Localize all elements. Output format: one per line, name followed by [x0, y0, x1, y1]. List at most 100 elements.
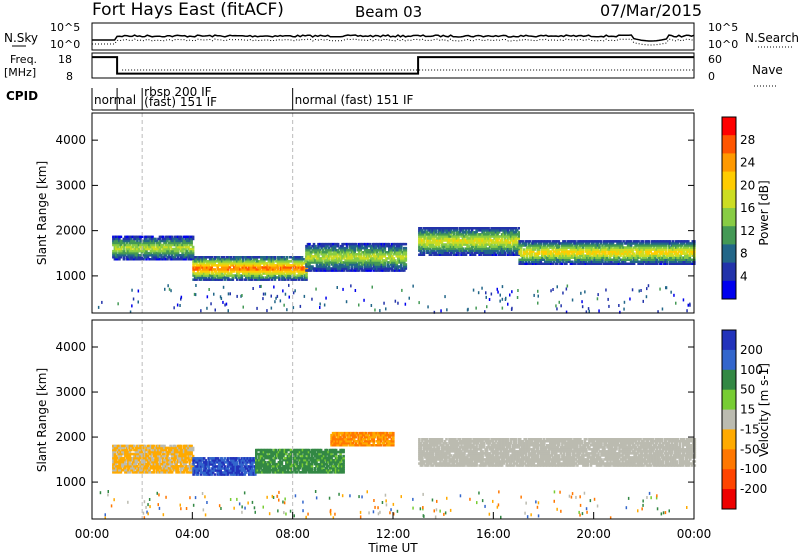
power-cell: [158, 254, 162, 257]
power-cell: [688, 256, 692, 259]
velocity-cell: [154, 450, 157, 454]
power-cell: [142, 241, 145, 245]
power-cell: [169, 243, 172, 247]
power-cell: [437, 237, 441, 240]
power-cell: [208, 262, 212, 265]
power-cell: [208, 268, 212, 271]
power-cell: [473, 251, 477, 254]
power-cell: [181, 237, 184, 241]
power-cell: [217, 258, 221, 261]
power-cell: [333, 269, 337, 272]
power-cell: [332, 244, 335, 248]
power-cell: [210, 258, 213, 261]
power-cell: [252, 262, 256, 265]
power-cell: [375, 261, 379, 264]
power-cell: [574, 246, 577, 249]
power-cell: [485, 253, 489, 256]
power-cell: [626, 244, 630, 247]
power-cell: [133, 235, 136, 239]
power-cell: [673, 242, 676, 245]
power-cell: [674, 240, 678, 243]
power-cell: [383, 244, 387, 248]
power-cell: [134, 258, 138, 261]
power-cell: [149, 241, 153, 245]
power-cell: [536, 250, 540, 253]
velocity-cell: [188, 465, 192, 468]
power-cell: [234, 266, 238, 269]
power-cell: [584, 242, 588, 245]
power-cell: [403, 253, 406, 256]
power-cell: [442, 253, 445, 256]
power-cell: [210, 274, 213, 277]
power-cell: [169, 237, 172, 241]
power-cell: [437, 235, 441, 238]
power-cell: [691, 248, 695, 251]
power-cell: [593, 244, 597, 247]
power-cell: [616, 240, 619, 243]
power-cell: [282, 268, 286, 271]
power-cell: [158, 249, 162, 253]
power-cell: [342, 249, 346, 252]
power-cell: [418, 229, 421, 232]
velocity-cell: [125, 454, 129, 458]
power-cell: [448, 231, 451, 234]
power-cell: [179, 256, 183, 259]
power-cell: [369, 261, 373, 264]
power-cell: [196, 260, 200, 263]
power-cell: [619, 240, 622, 243]
power-cell: [659, 256, 663, 259]
velocity-cell: [182, 462, 186, 466]
power-cell: [511, 233, 514, 236]
power-cell: [344, 253, 347, 256]
power-cell: [220, 258, 224, 261]
power-cell: [179, 254, 183, 257]
velocity-cell: [143, 460, 147, 464]
velocity-cell: [184, 450, 187, 454]
power-cell: [375, 244, 379, 248]
power-cell: [464, 235, 468, 238]
power-cell: [217, 274, 221, 277]
power-cell: [556, 252, 559, 255]
velocity-cell: [158, 450, 162, 454]
power-cell: [196, 276, 200, 279]
power-cell: [293, 264, 296, 267]
power-cell: [512, 243, 516, 246]
velocity-cell: [175, 465, 178, 468]
power-cell: [118, 239, 121, 243]
power-cell: [293, 260, 296, 263]
power-cell: [437, 253, 441, 256]
power-cell: [505, 239, 508, 242]
velocity-cell: [163, 465, 166, 468]
power-cell: [601, 256, 604, 259]
power-cell: [362, 255, 365, 258]
power-cell: [195, 274, 198, 277]
velocity-cell: [127, 446, 130, 450]
power-cell: [629, 256, 633, 259]
power-cell: [297, 270, 301, 273]
power-cell: [592, 260, 595, 263]
power-cell: [482, 239, 486, 242]
power-cell: [538, 240, 541, 243]
power-cell: [640, 246, 643, 249]
power-cell: [368, 263, 371, 266]
power-cell: [566, 258, 570, 261]
power-cell: [395, 261, 399, 264]
power-cell: [279, 258, 283, 261]
power-cell: [542, 262, 546, 265]
power-cell: [613, 254, 616, 257]
power-cell: [611, 258, 615, 261]
power-cell: [219, 295, 222, 299]
power-cell: [658, 256, 661, 259]
power-cell: [629, 254, 633, 257]
power-cell: [524, 258, 527, 261]
power-cell: [345, 265, 349, 268]
velocity-cell: [155, 444, 159, 448]
power-cell: [677, 258, 681, 261]
power-cell: [632, 258, 636, 261]
power-cell: [296, 258, 299, 261]
power-cell: [440, 235, 444, 238]
nsky-tick-bottom: 10^0: [50, 38, 80, 51]
power-cell: [258, 276, 262, 279]
power-cell: [587, 240, 591, 243]
power-cell: [382, 261, 385, 264]
